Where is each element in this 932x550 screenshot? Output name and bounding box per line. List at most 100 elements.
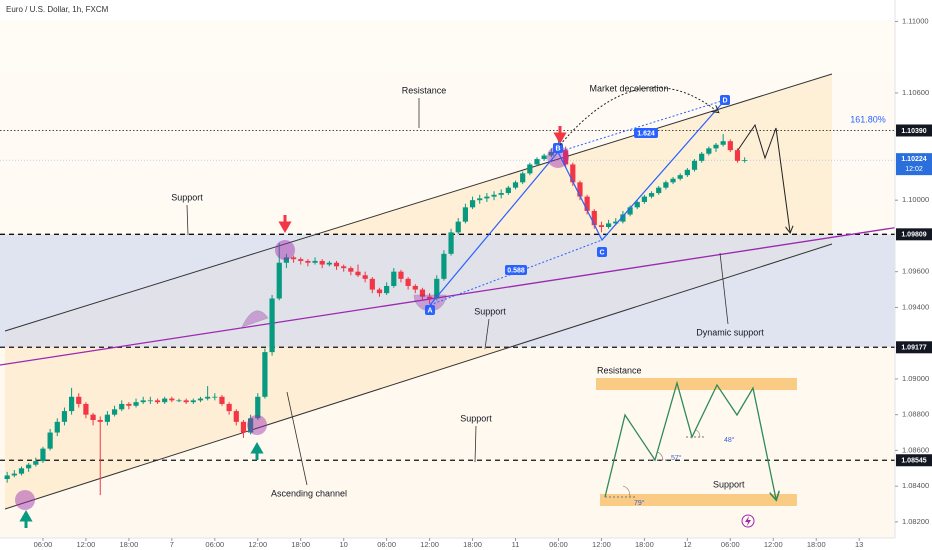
candle-body <box>727 141 733 151</box>
angle-label: 57° <box>671 454 682 462</box>
candle-body <box>126 403 132 406</box>
x-tick-label: 18:00 <box>635 540 654 549</box>
level-label: 1.09809 <box>901 232 926 239</box>
channel-upper <box>4 73 833 332</box>
x-tick-label: 10 <box>340 540 348 549</box>
candle-body <box>147 400 153 402</box>
candle-body <box>584 196 590 211</box>
candle-body <box>613 221 619 224</box>
candle-body <box>534 159 540 165</box>
candle-body <box>498 193 504 195</box>
candle-body <box>176 400 182 402</box>
candle-body <box>11 473 17 476</box>
candle-body <box>656 187 662 194</box>
candle-body <box>412 285 418 290</box>
band-layer <box>0 234 895 348</box>
candle-body <box>240 421 247 433</box>
candle-body <box>548 151 554 156</box>
y-tick-label: 1.10600 <box>902 88 929 97</box>
candle-body <box>627 207 633 215</box>
candle-body <box>54 421 60 433</box>
candle-body <box>720 141 726 145</box>
candle-body <box>598 225 605 227</box>
point-label: D <box>722 97 727 104</box>
level-box <box>896 124 932 137</box>
x-tick-label: 12:00 <box>592 540 611 549</box>
candle-body <box>591 210 597 226</box>
candle-body <box>212 396 218 398</box>
candle-body <box>527 164 533 174</box>
candle-body <box>491 194 497 197</box>
ratio-label: 1.624 <box>637 130 655 137</box>
ratio-line <box>429 239 603 306</box>
axis-labels: 1.10390 1.09809 1.09177 1.08545 1.11000 1.106… <box>34 16 932 549</box>
angle-label: 48° <box>724 436 735 444</box>
annotation: Support <box>171 192 203 202</box>
candle-body <box>742 160 748 161</box>
x-tick-label: 06:00 <box>34 540 53 549</box>
point-box <box>553 143 563 153</box>
x-tick-label: 12:00 <box>248 540 267 549</box>
ratio-label: 0.588 <box>507 267 525 274</box>
candle-body <box>326 262 332 265</box>
x-tick-label: 06:00 <box>721 540 740 549</box>
candle-body <box>255 396 261 419</box>
candle-body <box>348 268 354 272</box>
candle-body <box>684 169 690 176</box>
candle-body <box>484 196 490 199</box>
symbol-title: Euro / U.S. Dollar, 1h, FXCM <box>6 5 109 14</box>
candle-body <box>119 403 125 410</box>
candle-body <box>641 196 647 202</box>
candle-body <box>169 398 175 401</box>
candle-body <box>663 182 669 188</box>
candle-body <box>226 403 232 412</box>
x-tick-label: 18:00 <box>463 540 482 549</box>
candle-body <box>706 148 712 154</box>
inset-resistance-zone <box>596 378 797 390</box>
y-tick-label: 1.10000 <box>902 195 929 204</box>
candle-body <box>691 160 698 170</box>
y-tick-label: 1.08600 <box>902 445 929 454</box>
candle-body <box>4 475 10 480</box>
y-tick-label: 1.09400 <box>902 302 929 311</box>
y-tick-label: 1.09600 <box>902 267 929 276</box>
fib-level: 161.80% <box>850 114 886 124</box>
candle-body <box>419 289 426 297</box>
candle-body <box>162 398 168 403</box>
candle-body <box>634 201 640 208</box>
candle-body <box>76 396 82 404</box>
candle-body <box>699 153 705 161</box>
candle-body <box>18 468 25 474</box>
point-label: B <box>555 145 560 152</box>
pivot-circle <box>275 240 295 260</box>
x-tick-label: 06:00 <box>377 540 396 549</box>
candle-body <box>677 175 683 179</box>
point-label: A <box>427 307 432 314</box>
range-band <box>0 234 895 348</box>
candle-body <box>434 278 440 299</box>
pointer <box>474 425 477 463</box>
x-tick-label: 18:00 <box>291 540 310 549</box>
candle-body <box>369 278 375 290</box>
candle-body <box>61 411 68 422</box>
candle-body <box>183 400 189 403</box>
candle-body <box>606 223 612 227</box>
candle-body <box>140 400 146 403</box>
annotation: Support <box>474 306 506 316</box>
candle-body <box>362 275 368 279</box>
inset-label: Support <box>713 479 745 489</box>
candle-body <box>405 278 411 286</box>
candle-body <box>355 271 361 276</box>
down-arrow <box>278 215 292 234</box>
candle-body <box>713 144 719 149</box>
candle-body <box>448 232 454 254</box>
x-tick-label: 12 <box>683 540 691 549</box>
y-tick-label: 1.08200 <box>902 517 929 526</box>
candle-body <box>384 285 390 294</box>
point-box <box>597 247 607 257</box>
candle-body <box>154 400 161 403</box>
candle-body <box>512 182 519 188</box>
candles <box>4 134 748 496</box>
pointer <box>186 204 189 236</box>
